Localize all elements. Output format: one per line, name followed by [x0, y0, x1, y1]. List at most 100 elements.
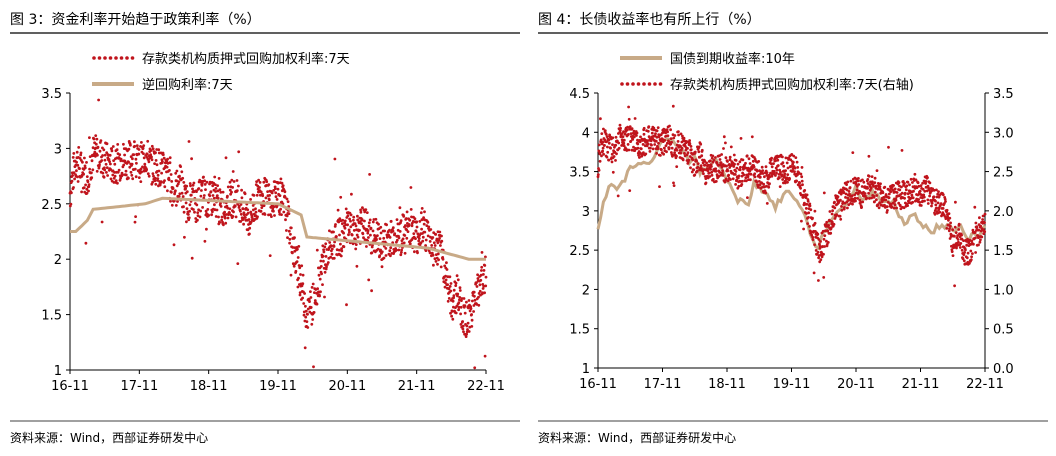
data-point [672, 184, 676, 188]
data-point [603, 129, 607, 133]
data-point [443, 281, 447, 284]
data-point [175, 179, 179, 183]
data-point [98, 163, 101, 167]
data-point [686, 147, 689, 150]
data-point [449, 289, 453, 293]
data-point [867, 174, 871, 178]
data-point [978, 216, 981, 220]
data-point [642, 126, 646, 130]
data-point [926, 176, 929, 180]
data-point [630, 127, 634, 131]
data-point [625, 128, 629, 132]
data-point [285, 229, 288, 232]
data-point [226, 216, 230, 220]
data-point [774, 159, 777, 163]
data-point [750, 135, 754, 139]
data-point [260, 206, 264, 210]
data-point [369, 233, 372, 237]
source-note-left: 资料来源：Wind，西部证券研发中心 [10, 430, 208, 445]
data-point [272, 209, 275, 213]
data-point [829, 231, 833, 235]
data-point [347, 233, 350, 237]
data-point [160, 171, 164, 175]
data-point [417, 237, 421, 240]
data-point [918, 201, 922, 204]
data-point [783, 172, 787, 176]
data-point [355, 233, 359, 237]
data-point [251, 204, 255, 207]
data-point [211, 184, 215, 188]
data-point [424, 238, 428, 242]
data-point [242, 211, 246, 215]
data-point [938, 210, 942, 214]
data-point [75, 160, 78, 164]
data-point [182, 205, 185, 209]
data-point [635, 134, 638, 137]
data-point [844, 196, 847, 199]
data-point [175, 169, 179, 173]
data-point [439, 265, 443, 269]
data-point [767, 185, 771, 189]
data-point [344, 223, 347, 227]
data-point [72, 186, 75, 189]
data-point [128, 165, 132, 169]
data-point [707, 163, 710, 167]
data-point [659, 154, 662, 157]
data-point [922, 195, 926, 199]
data-point [980, 235, 984, 239]
data-point [108, 153, 112, 157]
data-point [683, 151, 686, 155]
data-point [817, 238, 821, 241]
data-point [298, 293, 302, 297]
data-point [207, 214, 211, 217]
data-point [860, 205, 863, 209]
data-point [443, 285, 447, 289]
data-point [796, 166, 800, 169]
data-point [840, 205, 843, 208]
data-point [235, 189, 239, 193]
data-point [382, 236, 386, 240]
data-point [785, 176, 789, 180]
data-point [334, 223, 337, 226]
data-point [134, 157, 138, 161]
data-point [361, 206, 364, 210]
y-tick-label-left: 1.5 [569, 323, 590, 338]
data-point [941, 211, 945, 215]
data-point [228, 188, 232, 192]
data-point [973, 231, 977, 234]
data-point [246, 208, 250, 212]
data-point [389, 246, 393, 250]
data-point [655, 152, 658, 155]
data-point [324, 242, 328, 246]
data-point [217, 215, 220, 219]
data-point [330, 247, 334, 251]
data-point [389, 254, 392, 258]
data-point [905, 184, 909, 188]
data-point [330, 252, 334, 256]
data-point [211, 210, 214, 214]
data-point [749, 178, 752, 182]
data-point [180, 170, 184, 174]
data-point [946, 214, 949, 218]
data-point [355, 264, 359, 268]
data-point [338, 217, 342, 221]
data-point [101, 171, 105, 175]
data-point [731, 177, 735, 181]
data-point [354, 224, 358, 228]
data-point [329, 244, 333, 248]
data-point [817, 279, 820, 282]
data-point [346, 223, 349, 227]
data-point [459, 312, 462, 316]
legend-label: 逆回购利率:7天 [142, 77, 233, 93]
data-point [806, 222, 809, 226]
data-point [932, 188, 936, 192]
data-point [74, 163, 78, 167]
data-point [864, 194, 867, 198]
data-point [772, 162, 775, 166]
data-point [841, 200, 845, 204]
data-point [300, 264, 304, 268]
data-point [784, 169, 787, 173]
data-point [636, 142, 640, 146]
data-point [879, 191, 883, 195]
